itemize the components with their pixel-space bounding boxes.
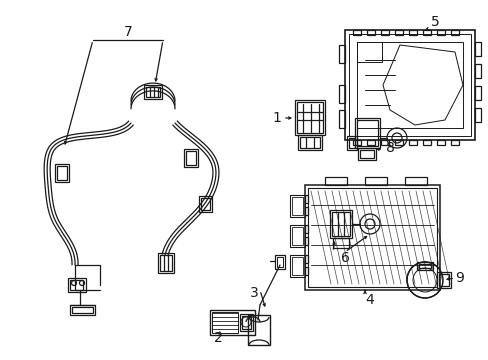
Bar (366, 140, 374, 145)
Bar (329, 210, 351, 238)
Bar (212, 312, 238, 333)
Bar (291, 197, 303, 215)
Bar (436, 272, 450, 288)
Bar (436, 140, 444, 145)
Bar (345, 30, 474, 140)
Bar (158, 253, 174, 273)
Bar (240, 314, 252, 331)
Bar (291, 227, 303, 245)
Bar (331, 212, 349, 236)
Bar (364, 177, 386, 185)
Text: 2: 2 (213, 331, 222, 345)
Bar (305, 237, 307, 245)
Bar (305, 185, 439, 290)
Text: 5: 5 (430, 15, 439, 29)
Bar (291, 257, 303, 275)
Bar (474, 108, 480, 122)
Text: 9: 9 (455, 271, 464, 285)
Bar (185, 151, 196, 165)
Text: 6: 6 (340, 251, 349, 265)
Bar (72, 307, 93, 313)
Bar (307, 188, 436, 287)
Bar (436, 30, 444, 35)
Bar (242, 316, 250, 329)
Bar (296, 102, 323, 133)
Bar (276, 257, 283, 267)
Bar (394, 30, 402, 35)
Bar (143, 85, 162, 99)
Bar (289, 255, 305, 277)
Bar (474, 64, 480, 78)
Bar (408, 140, 416, 145)
Bar (247, 315, 269, 345)
Bar (380, 140, 388, 145)
Bar (356, 42, 381, 62)
Bar (359, 150, 373, 158)
Bar (450, 140, 458, 145)
Bar (394, 140, 402, 145)
Bar (289, 195, 305, 217)
Bar (199, 196, 212, 212)
Bar (354, 118, 379, 148)
Bar (297, 135, 321, 150)
Bar (352, 140, 360, 145)
Bar (305, 195, 307, 203)
Bar (338, 45, 345, 63)
Text: 7: 7 (123, 25, 132, 39)
Text: 4: 4 (365, 293, 374, 307)
Bar (160, 255, 172, 271)
Bar (305, 255, 307, 263)
Bar (57, 166, 67, 180)
Bar (416, 262, 432, 270)
Bar (209, 310, 254, 335)
Bar (474, 42, 480, 56)
Bar (366, 30, 374, 35)
Bar (357, 148, 375, 160)
Bar (305, 207, 307, 215)
Bar (299, 137, 319, 148)
Bar (294, 100, 325, 135)
Bar (346, 136, 356, 150)
Bar (422, 30, 430, 35)
Bar (146, 87, 160, 97)
Bar (332, 238, 348, 248)
Bar (70, 305, 95, 315)
Text: 1: 1 (272, 111, 281, 125)
Bar (418, 264, 430, 268)
Bar (183, 149, 198, 167)
Bar (274, 255, 285, 269)
Bar (438, 274, 448, 286)
Bar (422, 140, 430, 145)
Bar (450, 30, 458, 35)
Bar (325, 177, 346, 185)
Bar (201, 198, 209, 210)
Bar (348, 34, 470, 136)
Bar (70, 280, 83, 290)
Text: 3: 3 (249, 286, 258, 300)
Bar (404, 177, 426, 185)
Bar (408, 30, 416, 35)
Bar (474, 86, 480, 100)
Bar (305, 225, 307, 233)
Bar (338, 110, 345, 128)
Bar (68, 278, 86, 292)
Bar (348, 138, 354, 148)
Bar (338, 85, 345, 103)
Bar (55, 164, 69, 182)
Bar (289, 225, 305, 247)
Bar (380, 30, 388, 35)
Bar (305, 267, 307, 275)
Text: 8: 8 (385, 141, 394, 155)
Bar (356, 42, 462, 128)
Bar (356, 120, 377, 146)
Bar (352, 30, 360, 35)
